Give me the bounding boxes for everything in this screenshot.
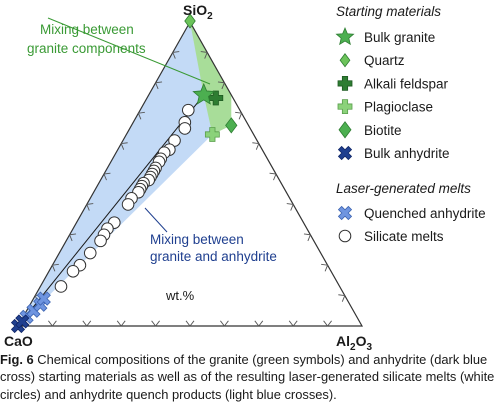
legend-symbol-alkali-feldspar (337, 76, 353, 91)
right-side-tick (217, 81, 226, 90)
legend-label-bulk-anhydrite: Bulk anhydrite (364, 146, 450, 161)
legend-symbol-silicate-melts (338, 229, 352, 243)
plagioclase-point (204, 127, 220, 142)
silicate-melt-point (181, 103, 195, 117)
legend-symbol-quartz (339, 53, 351, 68)
legend-symbol-biotite (338, 121, 352, 139)
silicate-melt-point (54, 280, 68, 293)
legend-symbol-quenched-anhydrite (337, 205, 353, 221)
bottom-side-tick (116, 320, 126, 327)
legend-label-quenched-anhydrite: Quenched anhydrite (364, 206, 486, 221)
annotation-anhydrite-mixing: Mixing between granite and anhydrite (150, 232, 277, 264)
apex-label-left: CaO (4, 333, 33, 349)
biotite-point (225, 117, 238, 134)
silicate-melt-point (94, 234, 107, 248)
left-side-tick (86, 203, 94, 211)
granite-mixing-field (190, 22, 232, 135)
annotation-granite-mixing: Mixing between granite components (27, 22, 146, 56)
left-side-tick (137, 111, 145, 120)
caption-label: Fig. 6 (0, 352, 34, 367)
legend-label-quartz: Quartz (364, 53, 405, 68)
left-side-tick (68, 233, 77, 242)
unit-label: wt.% (165, 288, 195, 303)
legend-symbol-plagioclase (337, 99, 353, 114)
silicate-melt-point (121, 198, 135, 211)
right-side-tick (303, 233, 312, 242)
right-side-tick (286, 203, 294, 211)
legend: Starting materials Laser-generated melts… (335, 4, 486, 244)
ternary-ticks (34, 51, 346, 327)
left-side-tick (154, 81, 163, 90)
apex-label-top: SiO2 (183, 2, 213, 22)
bottom-side-tick (288, 320, 298, 327)
anhydrite-mixing-field (18, 22, 213, 326)
legend-label-silicate-melts: Silicate melts (364, 229, 444, 244)
bulk-anhydrite-point (15, 314, 30, 329)
legend-symbol-quenched-anhydrite-shape (337, 205, 353, 221)
legend-label-bulk-granite: Bulk granite (364, 30, 435, 45)
bulk-granite-point (192, 82, 216, 105)
right-side-tick (235, 111, 243, 120)
bulk-anhydrite-point-shape (15, 314, 30, 329)
apex-label-right: Al2O3 (336, 333, 372, 350)
bottom-side-tick (254, 320, 264, 327)
quenched-anhydrite-point-shape (36, 291, 51, 306)
granite-anhydrite-mixing-line (17, 94, 205, 327)
annotation-granite-leader (47, 17, 211, 85)
left-side-tick (120, 142, 128, 150)
silicate-melt-point (178, 122, 192, 135)
legend-symbol-bulk-anhydrite-shape (337, 145, 353, 161)
right-side-tick (200, 51, 208, 59)
bottom-side-tick (82, 320, 92, 327)
right-side-tick (338, 294, 346, 302)
legend-label-plagioclase: Plagioclase (364, 100, 433, 115)
legend-symbol-bulk-anhydrite (337, 145, 353, 161)
figure-caption: Fig. 6 Chemical compositions of the gran… (0, 351, 500, 403)
left-side-tick (172, 51, 180, 59)
right-side-tick (252, 142, 260, 150)
mixing-fields (18, 22, 232, 326)
data-markers (10, 13, 238, 334)
mixing-lines (17, 94, 205, 327)
bottom-side-tick (220, 320, 229, 327)
annotation-anhydrite-leader (144, 207, 168, 233)
bottom-side-tick (151, 320, 160, 327)
legend-symbol-bulk-granite (335, 26, 355, 46)
legend-label-alkali-feldspar: Alkali feldspar (364, 76, 449, 91)
right-side-tick (321, 263, 329, 272)
quenched-anhydrite-point (36, 291, 51, 306)
left-side-tick (103, 172, 111, 181)
legend-title-melts: Laser-generated melts (336, 181, 471, 196)
legend-title-starting: Starting materials (336, 4, 441, 19)
ternary-figure: SiO2 CaO Al2O3 Mixing between granite co… (4, 2, 486, 350)
silicate-melt-point (83, 246, 97, 260)
bottom-side-tick (185, 320, 195, 327)
quartz-point (184, 13, 196, 29)
bottom-side-tick (323, 320, 332, 327)
silicate-melt-point (66, 264, 80, 278)
legend-label-biotite: Biotite (364, 123, 402, 138)
right-side-tick (269, 172, 277, 181)
bottom-side-tick (48, 320, 57, 327)
caption-text: Chemical compositions of the granite (gr… (0, 352, 495, 402)
left-side-tick (51, 263, 59, 272)
